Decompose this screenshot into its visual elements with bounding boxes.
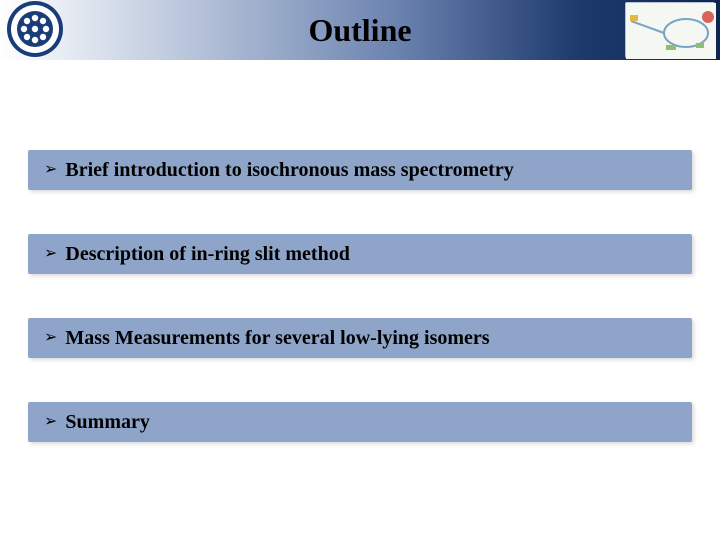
facility-diagram-icon: [625, 2, 715, 58]
bullet-icon: ➢: [44, 162, 57, 178]
outline-item: ➢ Mass Measurements for several low-lyin…: [28, 318, 692, 358]
slide-title: Outline: [0, 12, 720, 49]
bullet-icon: ➢: [44, 330, 57, 346]
outline-item: ➢ Description of in-ring slit method: [28, 234, 692, 274]
outline-list: ➢ Brief introduction to isochronous mass…: [28, 150, 692, 486]
bullet-icon: ➢: [44, 414, 57, 430]
outline-item-label: Brief introduction to isochronous mass s…: [65, 159, 513, 182]
outline-item-label: Description of in-ring slit method: [65, 243, 349, 266]
outline-item: ➢ Summary: [28, 402, 692, 442]
outline-item-label: Summary: [65, 411, 149, 434]
slide: Outline ➢ Brief introduction to isochron…: [0, 0, 720, 540]
bullet-icon: ➢: [44, 246, 57, 262]
outline-item-label: Mass Measurements for several low-lying …: [65, 327, 489, 350]
outline-item: ➢ Brief introduction to isochronous mass…: [28, 150, 692, 190]
header-bar: Outline: [0, 0, 720, 60]
